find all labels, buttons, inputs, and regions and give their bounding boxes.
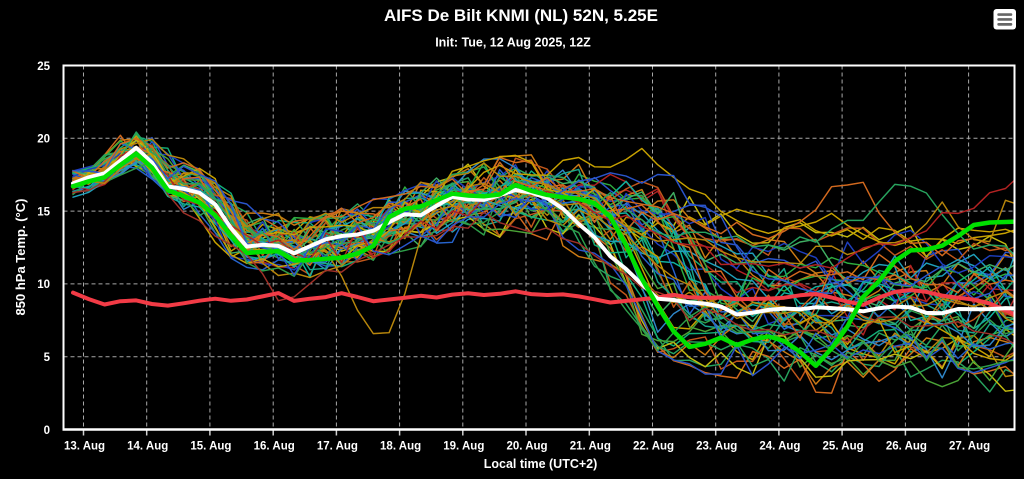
svg-text:25. Aug: 25. Aug (823, 441, 864, 453)
svg-text:18. Aug: 18. Aug (380, 441, 421, 453)
svg-text:850 hPa Temp. (°C): 850 hPa Temp. (°C) (13, 199, 28, 316)
svg-text:15: 15 (37, 206, 50, 218)
svg-text:AIFS De Bilt KNMI (NL) 52N, 5.: AIFS De Bilt KNMI (NL) 52N, 5.25E (384, 6, 658, 25)
svg-text:27. Aug: 27. Aug (949, 441, 990, 453)
svg-text:16. Aug: 16. Aug (254, 441, 295, 453)
svg-text:17. Aug: 17. Aug (317, 441, 358, 453)
svg-text:10: 10 (37, 279, 50, 291)
svg-text:20. Aug: 20. Aug (506, 441, 547, 453)
svg-text:Init: Tue, 12 Aug 2025, 12Z: Init: Tue, 12 Aug 2025, 12Z (435, 36, 591, 50)
svg-text:14. Aug: 14. Aug (127, 441, 168, 453)
svg-text:22. Aug: 22. Aug (633, 441, 674, 453)
svg-text:21. Aug: 21. Aug (570, 441, 611, 453)
svg-text:0: 0 (44, 425, 50, 437)
svg-text:15. Aug: 15. Aug (190, 441, 231, 453)
svg-text:5: 5 (44, 352, 51, 364)
svg-text:23. Aug: 23. Aug (696, 441, 737, 453)
svg-text:Local time (UTC+2): Local time (UTC+2) (484, 457, 598, 471)
svg-text:26. Aug: 26. Aug (886, 441, 927, 453)
svg-text:24. Aug: 24. Aug (759, 441, 800, 453)
svg-text:25: 25 (37, 61, 50, 73)
svg-text:13. Aug: 13. Aug (64, 441, 105, 453)
svg-text:19. Aug: 19. Aug (443, 441, 484, 453)
svg-text:20: 20 (37, 134, 50, 146)
